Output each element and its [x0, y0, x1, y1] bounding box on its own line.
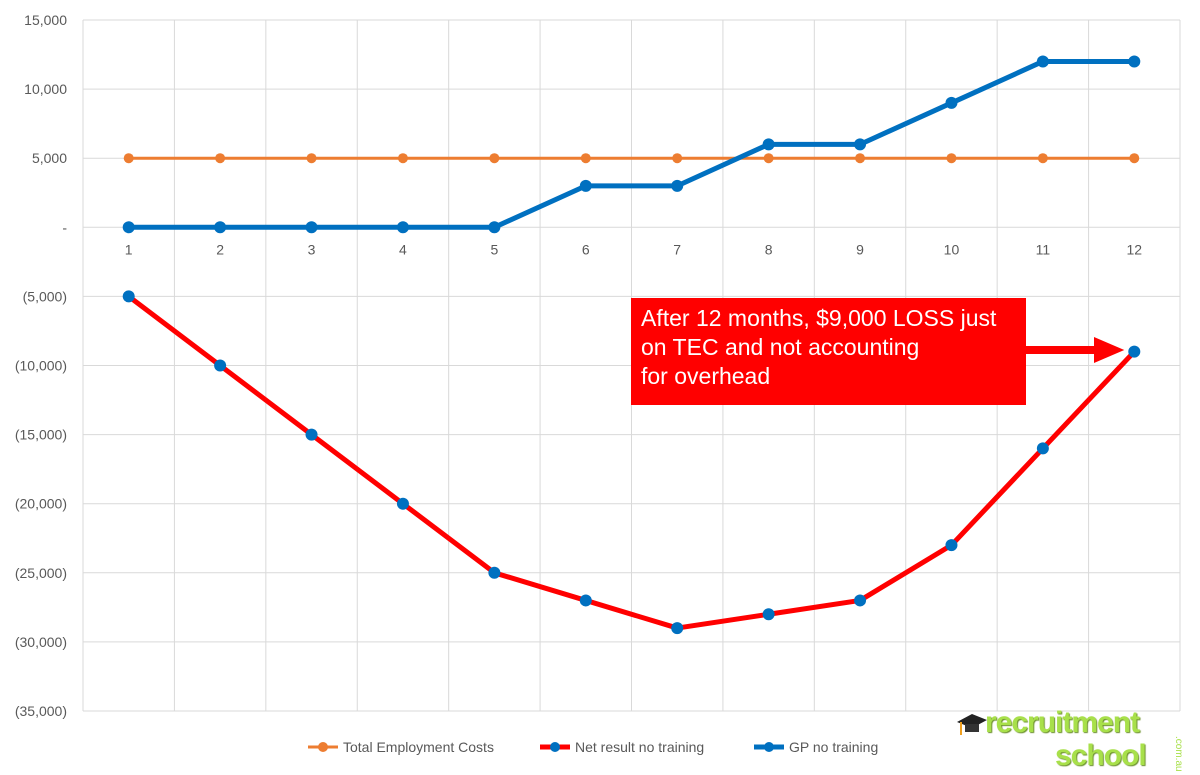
y-tick-label: 10,000	[24, 81, 67, 97]
y-tick-label: (25,000)	[15, 565, 67, 581]
x-tick-label: 4	[399, 241, 407, 257]
data-point-1	[1036, 442, 1049, 455]
data-point-0	[672, 153, 683, 164]
data-point-0	[397, 153, 408, 164]
legend-label-0: Total Employment Costs	[343, 739, 494, 755]
legend-marker-0	[318, 742, 328, 752]
data-point-2	[579, 179, 592, 192]
data-point-0	[215, 153, 226, 164]
data-point-1	[671, 622, 684, 635]
x-tick-label: 9	[856, 241, 864, 257]
logo-text-school: school	[1055, 739, 1147, 772]
y-tick-label: (5,000)	[23, 288, 67, 304]
x-tick-label: 5	[490, 241, 498, 257]
data-point-0	[1129, 153, 1140, 164]
data-point-0	[123, 153, 134, 164]
legend-marker-1	[550, 742, 560, 752]
recruitment-school-logo: recruitment school .com.au	[955, 708, 1195, 775]
data-point-2	[214, 221, 227, 234]
legend-marker-2	[764, 742, 774, 752]
y-tick-label: (30,000)	[15, 634, 67, 650]
data-point-0	[946, 153, 957, 164]
data-point-1	[1128, 345, 1141, 358]
annotation-arrow-head	[1094, 337, 1125, 363]
x-tick-label: 3	[308, 241, 316, 257]
data-point-2	[305, 221, 318, 234]
legend-label-1: Net result no training	[575, 739, 704, 755]
series-line-2	[128, 58, 1135, 230]
data-point-1	[122, 290, 135, 303]
annotation-arrow-shaft	[1026, 346, 1096, 354]
data-point-2	[945, 96, 958, 109]
data-point-2	[122, 221, 135, 234]
data-point-1	[945, 539, 958, 552]
y-tick-label: 15,000	[24, 12, 67, 28]
data-point-1	[579, 594, 592, 607]
y-tick-label: (35,000)	[15, 703, 67, 719]
data-point-1	[762, 608, 775, 621]
x-tick-label: 11	[1036, 241, 1051, 257]
x-tick-label: 6	[582, 241, 590, 257]
data-point-2	[488, 221, 501, 234]
data-point-2	[854, 138, 867, 151]
data-point-0	[489, 153, 500, 164]
y-tick-label: (10,000)	[15, 358, 67, 374]
data-point-0	[855, 153, 866, 164]
data-point-0	[580, 153, 591, 164]
logo-text-domain: .com.au	[1173, 736, 1184, 772]
x-tick-label: 2	[216, 241, 224, 257]
x-tick-label: 10	[944, 241, 960, 257]
data-point-0	[763, 153, 774, 164]
data-point-0	[1037, 153, 1048, 164]
y-tick-label: 5,000	[32, 150, 67, 166]
data-point-0	[306, 153, 317, 164]
data-point-2	[1128, 55, 1141, 68]
data-point-2	[396, 221, 409, 234]
data-point-2	[762, 138, 775, 151]
graduation-cap-icon	[957, 714, 987, 735]
logo-text-recruitment: recruitment	[985, 706, 1140, 739]
series-line-1	[127, 294, 1137, 631]
data-point-1	[488, 566, 501, 579]
y-tick-label: (15,000)	[15, 427, 67, 443]
x-tick-label: 7	[673, 241, 681, 257]
legend-label-2: GP no training	[789, 739, 878, 755]
data-point-2	[1036, 55, 1049, 68]
y-tick-label: -	[62, 219, 67, 235]
y-tick-label: (20,000)	[15, 496, 67, 512]
data-point-1	[305, 428, 318, 441]
x-tick-label: 8	[765, 241, 773, 257]
x-tick-label: 12	[1127, 241, 1143, 257]
annotation-callout: After 12 months, $9,000 LOSS just on TEC…	[631, 298, 1026, 405]
data-point-1	[396, 497, 409, 510]
data-point-2	[671, 179, 684, 192]
data-point-1	[214, 359, 227, 372]
data-point-1	[854, 594, 867, 607]
x-tick-label: 1	[125, 241, 133, 257]
